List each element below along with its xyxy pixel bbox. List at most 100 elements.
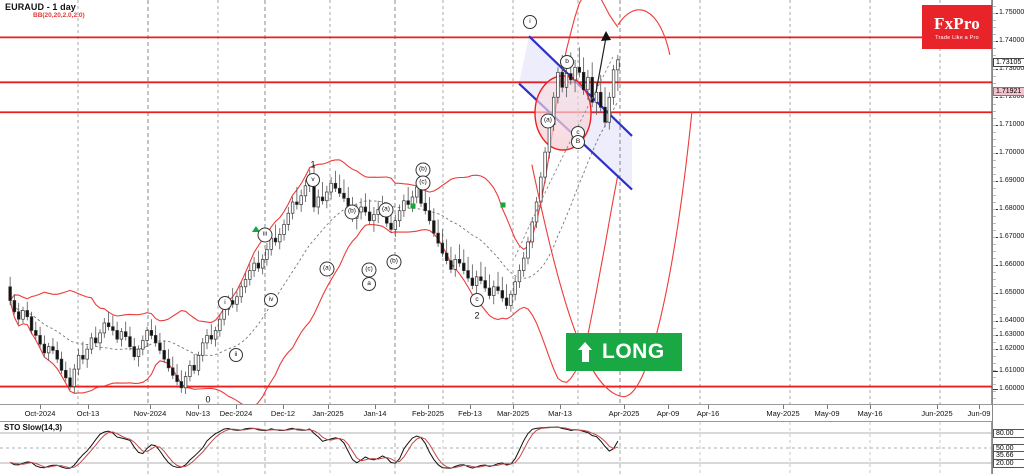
time-axis-label: Jan-14 bbox=[363, 409, 387, 418]
time-axis-label: Apr-09 bbox=[656, 409, 680, 418]
time-axis-label: Nov-2024 bbox=[133, 409, 167, 418]
stochastic-level-tag[interactable]: 20.00 bbox=[993, 459, 1024, 468]
price-axis-minor-tick bbox=[993, 195, 996, 196]
stochastic-level-tag[interactable]: 80.00 bbox=[993, 429, 1024, 438]
stochastic-pane[interactable]: STO Slow(14,3) bbox=[0, 422, 992, 474]
price-axis-minor-tick bbox=[993, 398, 996, 399]
time-axis-tick bbox=[150, 405, 151, 409]
last-price-tag[interactable]: 1.73105 bbox=[993, 58, 1024, 67]
time-axis[interactable]: Oct-2024 Oct-13 Nov-2024 Nov-13 Dec-2024 Dec-… bbox=[0, 404, 992, 422]
price-axis-minor-tick bbox=[993, 41, 996, 42]
fxpro-logo: FxPro Trade Like a Pro bbox=[922, 5, 992, 49]
price-axis-label: 1.70000 bbox=[999, 149, 1024, 156]
price-axis-minor-tick bbox=[993, 244, 996, 245]
price-axis-label: 1.60000 bbox=[999, 385, 1024, 392]
price-axis-minor-tick bbox=[993, 216, 996, 217]
price-axis-minor-tick bbox=[993, 223, 996, 224]
price-axis-minor-tick bbox=[993, 342, 996, 343]
price-axis-label: 1.63000 bbox=[999, 331, 1024, 338]
time-axis-tick bbox=[979, 405, 980, 409]
wave-label: (a) bbox=[540, 113, 556, 129]
time-axis-tick bbox=[88, 405, 89, 409]
time-axis-tick bbox=[513, 405, 514, 409]
chart-title-block: EURAUD - 1 day bbox=[5, 2, 76, 12]
price-axis-tick bbox=[993, 371, 998, 372]
price-chart-pane[interactable]: EURAUD - 1 day BB(20,20,2.0,2.0) FxPro T… bbox=[0, 0, 992, 405]
price-axis-minor-tick bbox=[993, 181, 996, 182]
horizontal-price-levels bbox=[0, 36, 992, 388]
wave-label: 0 bbox=[205, 394, 211, 405]
time-axis-label: Dec-2024 bbox=[219, 409, 253, 418]
price-axis-label: 1.74000 bbox=[999, 37, 1024, 44]
time-axis-label: Apr-2025 bbox=[608, 409, 640, 418]
time-axis-label: Feb-2025 bbox=[411, 409, 445, 418]
time-axis-label: Mar-2025 bbox=[496, 409, 530, 418]
price-axis-minor-tick bbox=[993, 76, 996, 77]
price-axis-minor-tick bbox=[993, 321, 996, 322]
price-axis-minor-tick bbox=[993, 335, 996, 336]
bollinger-indicator-label: BB(20,20,2.0,2.0) bbox=[33, 12, 85, 19]
price-axis-minor-tick bbox=[993, 258, 996, 259]
stochastic-axis[interactable]: 80.00 50.00 35.66 20.00 bbox=[992, 422, 1024, 474]
time-axis-tick bbox=[236, 405, 237, 409]
wave-label: v bbox=[306, 173, 320, 187]
price-axis-label: 1.66000 bbox=[999, 261, 1024, 268]
price-axis[interactable]: 1.75000 1.74000 1.73000 1.72000 1.71000 1.700… bbox=[992, 0, 1024, 415]
arrow-up-icon bbox=[578, 342, 593, 362]
current-price-tag[interactable]: 1.71921 bbox=[993, 87, 1024, 96]
time-axis-tick bbox=[198, 405, 199, 409]
stochastic-grid bbox=[0, 422, 992, 474]
price-axis-minor-tick bbox=[993, 314, 996, 315]
stochastic-d-line bbox=[9, 426, 619, 469]
time-axis-tick bbox=[827, 405, 828, 409]
price-axis-minor-tick bbox=[993, 174, 996, 175]
price-axis-label: 1.75000 bbox=[999, 9, 1024, 16]
price-axis-minor-tick bbox=[993, 349, 996, 350]
price-axis-minor-tick bbox=[993, 6, 996, 7]
price-axis-minor-tick bbox=[993, 146, 996, 147]
price-axis-minor-tick bbox=[993, 111, 996, 112]
time-axis-label: Jan-2025 bbox=[312, 409, 344, 418]
time-axis-label: Oct-2024 bbox=[24, 409, 56, 418]
wave-label: (c) bbox=[361, 262, 377, 278]
price-axis-minor-tick bbox=[993, 97, 996, 98]
price-axis-minor-tick bbox=[993, 139, 996, 140]
price-axis-minor-tick bbox=[993, 209, 996, 210]
price-axis-label: 1.67000 bbox=[999, 233, 1024, 240]
price-axis-minor-tick bbox=[993, 27, 996, 28]
wave-label: (a) bbox=[319, 261, 335, 277]
time-axis-label: Jun-2025 bbox=[921, 409, 953, 418]
price-axis-minor-tick bbox=[993, 132, 996, 133]
price-axis-minor-tick bbox=[993, 356, 996, 357]
status-badge-long: LONG bbox=[566, 333, 682, 371]
price-axis-minor-tick bbox=[993, 104, 996, 105]
wave-label: (a) bbox=[378, 202, 394, 218]
price-axis-label: 1.71000 bbox=[999, 121, 1024, 128]
price-axis-label: 1.62000 bbox=[999, 345, 1024, 352]
price-axis-minor-tick bbox=[993, 370, 996, 371]
time-axis-tick bbox=[624, 405, 625, 409]
time-axis-tick bbox=[937, 405, 938, 409]
time-axis-tick bbox=[328, 405, 329, 409]
time-axis-label: Dec-12 bbox=[270, 409, 296, 418]
price-axis-minor-tick bbox=[993, 55, 996, 56]
price-axis-minor-tick bbox=[993, 272, 996, 273]
wave-label: a bbox=[362, 277, 376, 291]
time-axis-label: Jun-09 bbox=[967, 409, 991, 418]
time-axis-label: Oct-13 bbox=[76, 409, 100, 418]
price-axis-minor-tick bbox=[993, 307, 996, 308]
time-axis-tick bbox=[375, 405, 376, 409]
time-axis-label: Feb-13 bbox=[458, 409, 482, 418]
candlesticks bbox=[8, 47, 620, 395]
price-axis-minor-tick bbox=[993, 391, 996, 392]
page-title: EURAUD - 1 day bbox=[5, 2, 76, 12]
price-axis-minor-tick bbox=[993, 384, 996, 385]
price-axis-minor-tick bbox=[993, 153, 996, 154]
wave-label: 1 bbox=[310, 159, 316, 170]
price-axis-minor-tick bbox=[993, 125, 996, 126]
price-axis-minor-tick bbox=[993, 279, 996, 280]
stochastic-canvas bbox=[0, 422, 992, 474]
wave-label: ii bbox=[229, 348, 243, 362]
price-axis-minor-tick bbox=[993, 202, 996, 203]
